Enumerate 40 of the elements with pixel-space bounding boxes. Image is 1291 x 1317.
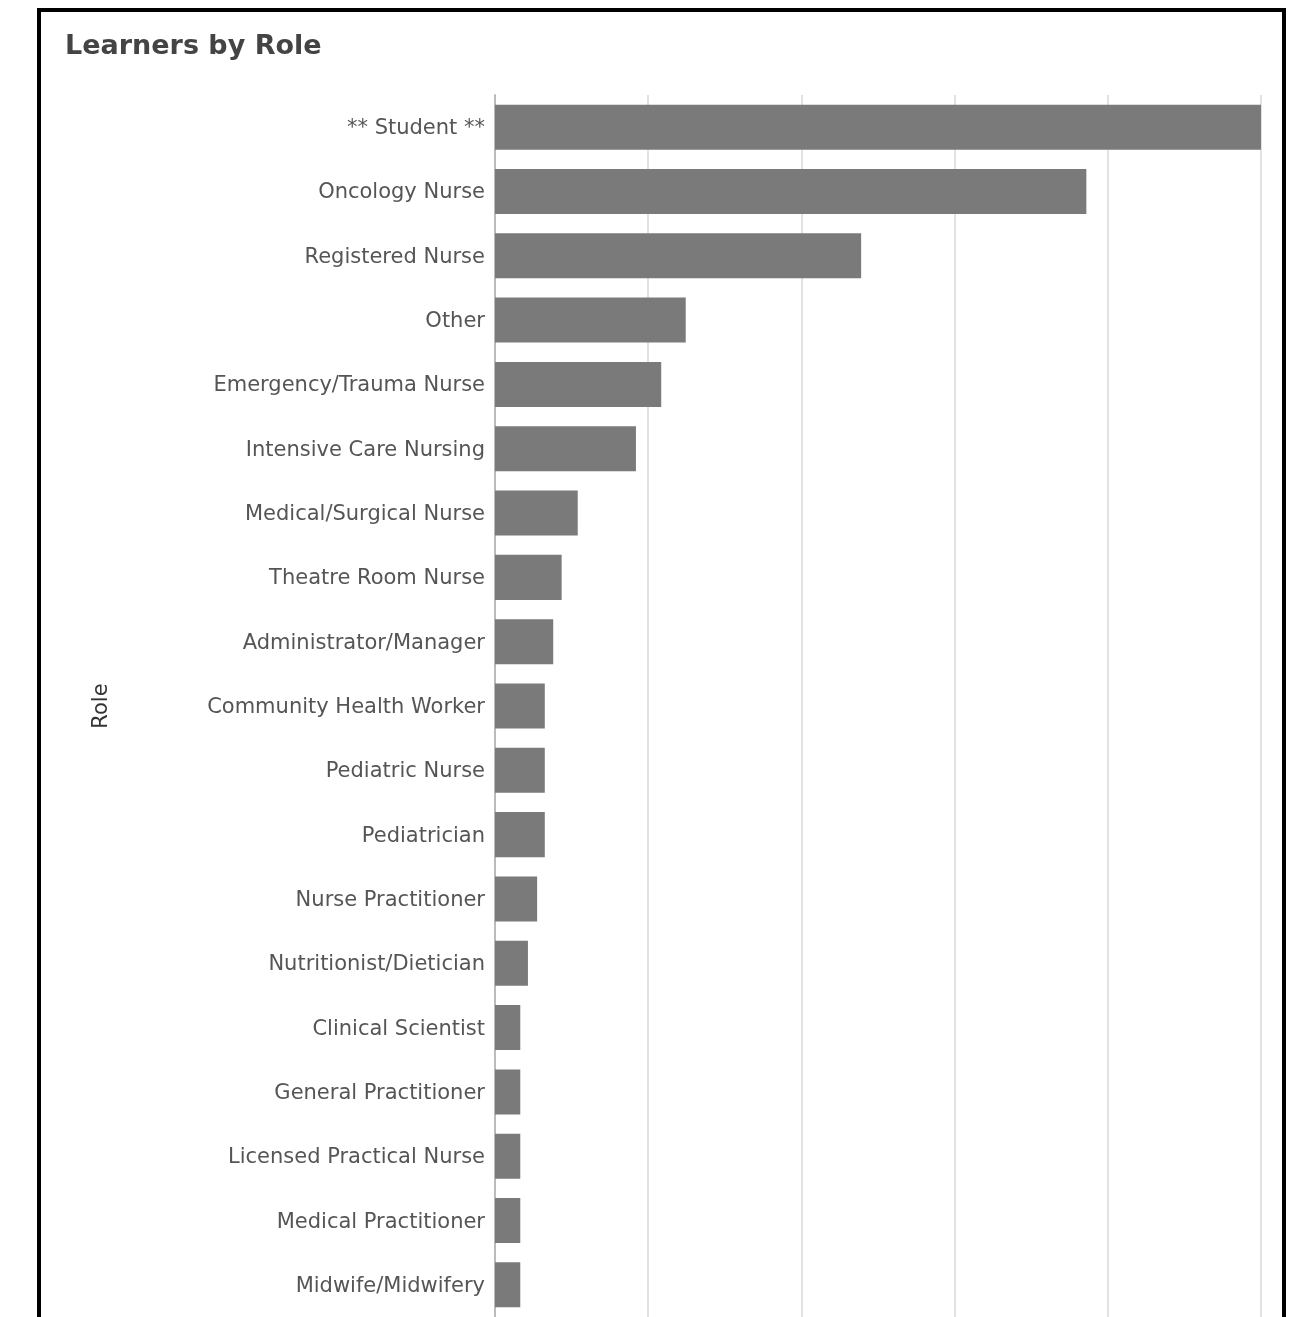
bar	[495, 1262, 521, 1308]
y-tick-label: Other	[425, 308, 486, 333]
y-tick-label: Administrator/Manager	[242, 629, 486, 654]
bar	[495, 683, 545, 729]
y-tick-label: Medical Practitioner	[276, 1208, 486, 1233]
bar	[495, 747, 545, 793]
y-tick-label: Clinical Scientist	[312, 1015, 485, 1040]
bar	[495, 1133, 521, 1179]
bar	[495, 168, 1087, 214]
bar	[495, 940, 528, 986]
y-tick-label: Oncology Nurse	[318, 179, 485, 204]
y-tick-label: Nurse Practitioner	[295, 886, 486, 911]
bar	[495, 426, 636, 472]
bar	[495, 876, 538, 922]
y-tick-label: Theatre Room Nurse	[268, 565, 485, 590]
bar	[495, 297, 686, 343]
text: Learners by Role	[65, 29, 322, 60]
y-tick-label: Registered Nurse	[304, 243, 485, 268]
y-tick-label: Licensed Practical Nurse	[227, 1144, 485, 1169]
y-tick-label: Nutritionist/Dietician	[268, 951, 485, 976]
bar	[495, 1005, 521, 1051]
bar	[495, 619, 554, 665]
y-axis-title: Role	[87, 683, 112, 729]
y-tick-label: Intensive Care Nursing	[245, 436, 485, 461]
y-tick-label: ** Student **	[346, 115, 485, 140]
bar	[495, 490, 578, 536]
y-tick-label: Community Health Worker	[207, 694, 486, 718]
bar	[495, 554, 562, 600]
y-tick-label: Medical/Surgical Nurse	[244, 501, 485, 526]
bar	[495, 361, 662, 407]
bar	[495, 812, 545, 858]
bar	[495, 1198, 521, 1244]
bar	[495, 233, 862, 279]
bar	[495, 1069, 521, 1115]
y-tick-label: Emergency/Trauma Nurse	[213, 372, 485, 397]
y-tick-label: Midwife/Midwifery	[295, 1272, 485, 1297]
y-tick-label: Pediatrician	[361, 822, 485, 847]
y-tick-label: Pediatric Nurse	[325, 758, 485, 783]
y-tick-label: General Practitioner	[274, 1079, 486, 1104]
bar	[495, 104, 1261, 150]
